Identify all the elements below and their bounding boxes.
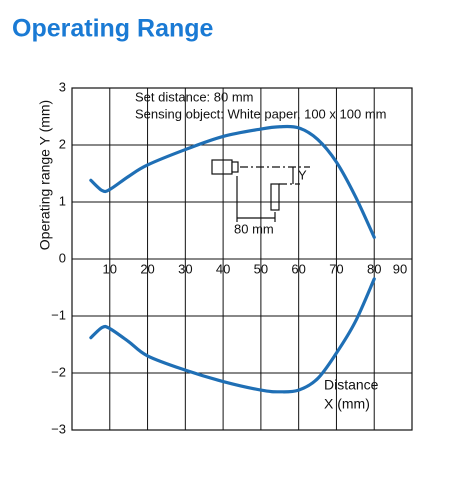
inset-diagram (211, 159, 310, 222)
data-line (89, 124, 376, 239)
y-tick-label: −3 (51, 421, 66, 436)
y-tick-label: 1 (59, 193, 66, 208)
annotation: Set distance: 80 mm (135, 89, 254, 104)
y-tick-label: −1 (51, 307, 66, 322)
x-tick-label: 90 (393, 261, 407, 276)
y-tick-label: 0 (59, 250, 66, 265)
y-tick-label: 3 (59, 79, 66, 94)
y-tick-label: −2 (51, 364, 66, 379)
x-axis-label: X (mm) (324, 396, 370, 412)
plot-frame (71, 87, 413, 431)
y-tick-label: 2 (59, 136, 66, 151)
inset-label: Y (298, 167, 307, 182)
data-line (89, 277, 376, 394)
chart-title: Operating Range (12, 15, 214, 43)
inset-label: 80 mm (234, 221, 274, 236)
y-axis-label: Operating range Y (mm) (37, 100, 53, 250)
x-axis-label: Distance (324, 377, 379, 393)
